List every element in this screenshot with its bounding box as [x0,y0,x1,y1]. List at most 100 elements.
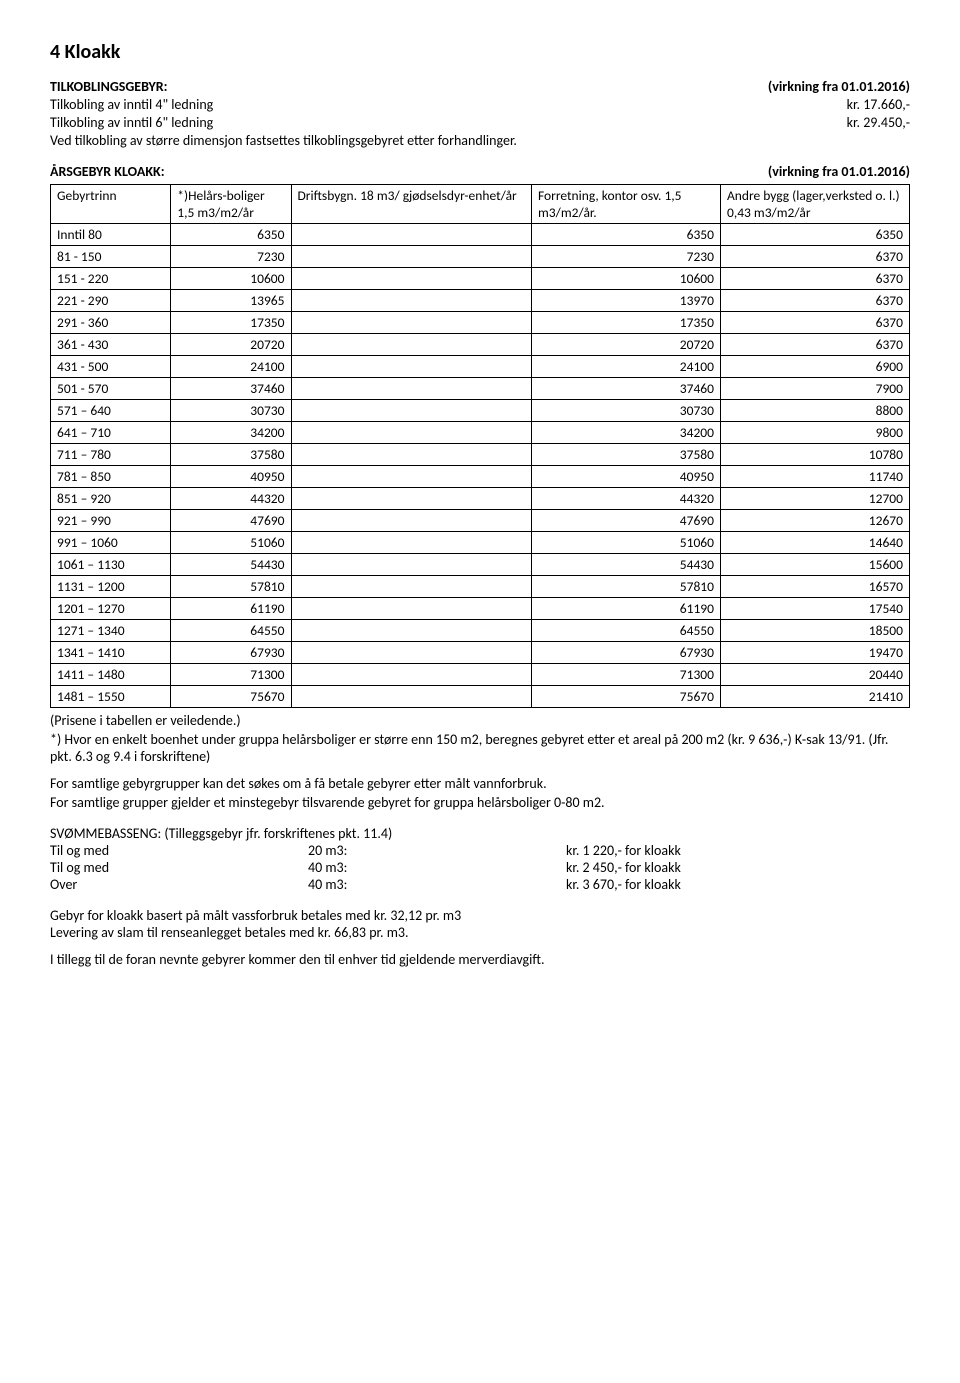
aarsgebyr-heading-right: (virkning fra 01.01.2016) [768,163,910,180]
table-cell: 57810 [532,576,721,598]
table-cell: 6370 [720,246,909,268]
table-cell: 10600 [532,268,721,290]
table-cell: 781 – 850 [51,466,171,488]
table-cell: 1201 – 1270 [51,598,171,620]
table-cell: 17350 [532,312,721,334]
aarsgebyr-heading: ÅRSGEBYR KLOAKK: [50,163,165,180]
svomme-price: kr. 2 450,- for kloakk [566,859,910,876]
table-cell [291,488,532,510]
table-cell [291,312,532,334]
table-cell: 6900 [720,356,909,378]
svomme-size: 40 m3: [308,859,566,876]
table-cell: 12700 [720,488,909,510]
table-header-row: Gebyrtrinn *)Helårs-boliger 1,5 m3/m2/år… [51,185,910,224]
table-cell: 1061 – 1130 [51,554,171,576]
table-row: Inntil 80635063506350 [51,224,910,246]
bottom-line2: Levering av slam til renseanlegget betal… [50,924,910,941]
tilkobling-line2-label: Tilkobling av inntil 6" ledning [50,114,213,131]
table-cell: 6370 [720,334,909,356]
table-cell [291,268,532,290]
table-cell: 71300 [171,664,291,686]
svomme-label: Til og med [50,842,308,859]
page-title: 4 Kloakk [50,40,910,64]
svomme-label: Til og med [50,859,308,876]
table-cell [291,642,532,664]
table-cell: 6370 [720,268,909,290]
table-cell: 1411 – 1480 [51,664,171,686]
table-cell: 10600 [171,268,291,290]
table-cell [291,378,532,400]
table-cell: 37460 [171,378,291,400]
table-cell: 37580 [532,444,721,466]
table-cell [291,400,532,422]
th-driftsbygn: Driftsbygn. 18 m3/ gjødselsdyr-enhet/år [291,185,532,224]
table-cell: 6370 [720,290,909,312]
table-cell [291,598,532,620]
table-cell: 34200 [171,422,291,444]
table-cell: 71300 [532,664,721,686]
table-cell: 75670 [171,686,291,708]
table-row: 291 - 36017350173506370 [51,312,910,334]
table-cell: 221 - 290 [51,290,171,312]
table-cell: 501 - 570 [51,378,171,400]
th-gebyrtrinn: Gebyrtrinn [51,185,171,224]
table-cell: 17350 [171,312,291,334]
table-row: 361 - 43020720207206370 [51,334,910,356]
table-cell: 6350 [532,224,721,246]
svomme-row: Over40 m3:kr. 3 670,- for kloakk [50,876,910,893]
bottom-line1: Gebyr for kloakk basert på målt vassforb… [50,907,910,924]
svomme-size: 40 m3: [308,876,566,893]
svomme-section: SVØMMEBASSENG: (Tilleggsgebyr jfr. forsk… [50,825,910,893]
svomme-price: kr. 3 670,- for kloakk [566,876,910,893]
table-cell: 571 – 640 [51,400,171,422]
table-cell: 30730 [532,400,721,422]
table-cell: 1481 – 1550 [51,686,171,708]
table-cell [291,620,532,642]
table-cell: 1341 – 1410 [51,642,171,664]
table-cell: 54430 [171,554,291,576]
table-cell: 7230 [532,246,721,268]
note-samtlige-1: For samtlige gebyrgrupper kan det søkes … [50,775,910,792]
table-row: 1411 – 1480713007130020440 [51,664,910,686]
table-cell: 40950 [171,466,291,488]
table-row: 641 – 71034200342009800 [51,422,910,444]
table-cell: 67930 [171,642,291,664]
th-helaars: *)Helårs-boliger 1,5 m3/m2/år [171,185,291,224]
table-cell: 54430 [532,554,721,576]
table-cell: 151 - 220 [51,268,171,290]
note-star: *) Hvor en enkelt boenhet under gruppa h… [50,731,910,765]
table-cell: 6350 [720,224,909,246]
svomme-heading: SVØMMEBASSENG: (Tilleggsgebyr jfr. forsk… [50,825,910,842]
table-cell: 61190 [532,598,721,620]
table-cell: 47690 [532,510,721,532]
table-row: 501 - 57037460374607900 [51,378,910,400]
table-cell [291,290,532,312]
table-cell [291,422,532,444]
table-row: 1481 – 1550756707567021410 [51,686,910,708]
table-row: 1131 – 1200578105781016570 [51,576,910,598]
tilkobling-section: TILKOBLINGSGEBYR: (virkning fra 01.01.20… [50,78,910,149]
table-cell: 20720 [171,334,291,356]
table-row: 1061 – 1130544305443015600 [51,554,910,576]
table-cell: 711 – 780 [51,444,171,466]
table-cell: 20720 [532,334,721,356]
tilkobling-line3: Ved tilkobling av større dimensjon fasts… [50,132,910,149]
table-cell [291,576,532,598]
table-cell: Inntil 80 [51,224,171,246]
table-cell: 34200 [532,422,721,444]
table-cell: 64550 [532,620,721,642]
table-cell: 1131 – 1200 [51,576,171,598]
table-cell: 57810 [171,576,291,598]
note-veiledende: (Prisene i tabellen er veiledende.) [50,712,910,729]
table-cell: 47690 [171,510,291,532]
table-cell: 67930 [532,642,721,664]
table-cell: 61190 [171,598,291,620]
table-cell [291,510,532,532]
table-cell: 6370 [720,312,909,334]
table-cell: 44320 [532,488,721,510]
table-cell: 921 – 990 [51,510,171,532]
table-cell: 24100 [171,356,291,378]
table-cell: 37460 [532,378,721,400]
tilkobling-heading: TILKOBLINGSGEBYR: [50,78,168,95]
table-cell: 7230 [171,246,291,268]
